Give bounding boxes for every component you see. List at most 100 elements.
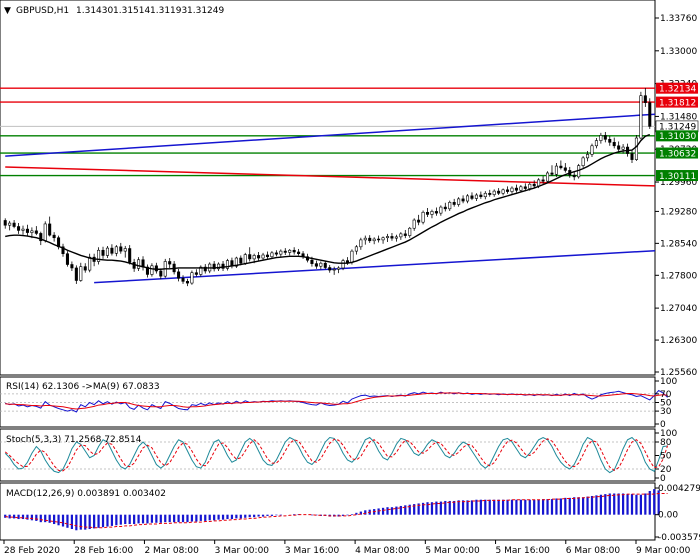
triangle-icon: ▼: [4, 6, 11, 16]
candle-body: [479, 194, 483, 198]
candle-body: [412, 219, 416, 229]
indicator-tick-label: 0: [660, 474, 666, 484]
candle-body: [470, 195, 474, 199]
candle-body: [288, 249, 292, 253]
candle-body: [594, 140, 598, 147]
candle-body: [39, 233, 43, 242]
candle-body: [12, 222, 16, 227]
candle-body: [497, 190, 501, 194]
indicator-tick-label: 100: [660, 429, 677, 439]
candle-body: [466, 195, 470, 202]
candle-body: [8, 222, 12, 226]
time-tick-label: 5 Mar 16:00: [496, 546, 551, 556]
indicator-tick-label: 80: [660, 438, 672, 448]
candle-body: [212, 263, 216, 270]
candle-body: [430, 211, 434, 215]
stochastic-levels: [0, 441, 655, 470]
candle-body: [159, 270, 163, 277]
candle-body: [194, 272, 198, 275]
candle-body: [572, 174, 576, 178]
candle-body: [403, 233, 407, 236]
moving-average-line: [5, 133, 651, 270]
candle-body: [448, 202, 452, 210]
stochastic-main-line: [4, 436, 668, 474]
candle-body: [279, 250, 283, 255]
candle-body: [452, 202, 456, 205]
trendline: [5, 113, 656, 157]
candle-body: [270, 252, 274, 258]
candle-body: [17, 226, 21, 231]
current-price-label: 1.31249: [659, 123, 696, 133]
price-header: ▼ GBPUSD,H1 1.31430 1.31514 1.31193 1.31…: [4, 6, 224, 16]
price-tick-label: 1.29280: [660, 207, 697, 217]
candle-body: [181, 278, 185, 282]
price-tick-label: 1.27800: [660, 271, 697, 281]
candle-body: [65, 253, 69, 265]
candle-body: [425, 211, 430, 215]
candle-body: [332, 268, 336, 271]
macd-tick-label: 0.00: [658, 511, 678, 521]
candle-body: [483, 192, 487, 198]
candle-body: [110, 247, 114, 254]
candle-body: [123, 248, 127, 252]
time-tick-label: 9 Mar 00:00: [636, 546, 691, 556]
candle-body: [265, 254, 270, 258]
macd-pane: 0.004279 0.00 -0.003579 MACD(12,26,9) 0.00…: [0, 482, 700, 543]
candle-body: [190, 272, 194, 284]
candle-body: [554, 165, 558, 175]
candle-body: [239, 257, 243, 264]
candle-body: [137, 259, 141, 269]
candle-body: [30, 230, 34, 233]
candle-body: [550, 172, 554, 175]
candle-body: [643, 95, 647, 103]
ohlc-high: 1.31514: [113, 6, 150, 16]
candle-body: [390, 236, 394, 239]
macd-tick-label: 0.004279: [658, 484, 700, 494]
candle-body: [639, 95, 643, 139]
candle-body: [421, 211, 425, 223]
candle-body: [648, 102, 652, 127]
candle-body: [79, 266, 83, 281]
candle-body: [319, 262, 323, 267]
candle-body: [506, 189, 510, 192]
candle-body: [474, 194, 478, 199]
candle-body: [501, 189, 505, 194]
time-tick-label: 28 Feb 16:00: [74, 546, 133, 556]
candle-body: [519, 186, 523, 191]
candle-body: [359, 239, 363, 248]
candle-body: [252, 255, 256, 260]
candle-body: [199, 266, 203, 275]
candle-body: [563, 167, 567, 171]
stochastic-signal-line: [4, 438, 669, 472]
candle-body: [372, 238, 376, 242]
candle-body: [177, 271, 181, 279]
indicator-tick-label: 50: [660, 399, 672, 409]
indicator-tick-label: 50: [660, 452, 672, 462]
macd-tick-label: -0.003579: [658, 533, 700, 543]
candle-body: [368, 237, 372, 242]
macd-histogram: [4, 489, 660, 531]
candle-body: [608, 139, 612, 143]
candle-body: [337, 267, 341, 270]
rsi-header: RSI(14) 62.1306 ->MA(9) 67.0833: [6, 382, 160, 392]
candle-body: [119, 246, 123, 252]
time-tick-label: 6 Mar 08:00: [566, 546, 621, 556]
level-badge: [656, 170, 698, 182]
candle-body: [221, 263, 225, 269]
candle-body: [634, 137, 638, 160]
candle-body: [150, 265, 154, 275]
candle-body: [310, 259, 314, 264]
candle-body: [492, 190, 496, 195]
level-badge: [656, 147, 698, 159]
candle-body: [203, 266, 207, 272]
candle-body: [70, 264, 74, 269]
candle-body: [546, 172, 550, 182]
candle-body: [354, 246, 358, 252]
indicator-tick-label: 70: [660, 390, 672, 400]
level-badge: [656, 96, 698, 108]
candle-body: [154, 265, 158, 272]
